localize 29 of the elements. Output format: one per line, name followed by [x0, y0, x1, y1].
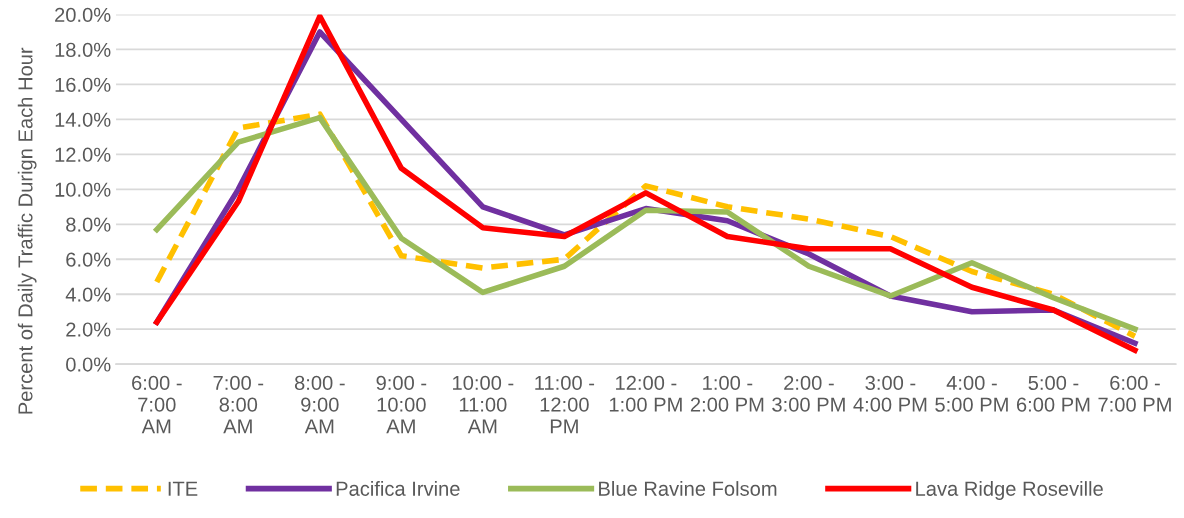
x-tick-label: 11:00 - 12:00 PM: [535, 375, 595, 434]
x-tick-label: 1:00 - 2:00 PM: [690, 375, 764, 412]
y-tick-label: 12.0%: [55, 147, 111, 162]
x-tick-label: 6:00 - 7:00 AM: [132, 375, 182, 434]
y-tick-label: 6.0%: [66, 252, 111, 267]
x-tick-label: 8:00 - 9:00 AM: [294, 375, 345, 434]
y-tick-label: 16.0%: [55, 77, 111, 92]
x-tick-label: 7:00 - 8:00 AM: [213, 375, 264, 434]
x-tick-label: 12:00 - 1:00 PM: [609, 375, 682, 412]
x-tick-label: 3:00 - 4:00 PM: [853, 375, 927, 412]
legend-label: Lava Ridge Roseville: [916, 481, 1103, 500]
y-tick-label: 8.0%: [66, 217, 111, 232]
y-tick-label: 14.0%: [55, 112, 111, 127]
x-tick-label: 9:00 - 10:00 AM: [376, 375, 427, 434]
y-axis-title: Percent of Daily Traffic Durign Each Hour: [17, 47, 37, 414]
y-tick-label: 20.0%: [55, 7, 111, 22]
legend-label: ITE: [168, 481, 198, 496]
y-tick-label: 10.0%: [55, 182, 111, 197]
x-tick-label: 5:00 - 6:00 PM: [1016, 375, 1090, 412]
legend-label: Pacifica Irvine: [336, 481, 460, 496]
y-tick-label: 2.0%: [66, 322, 111, 337]
x-tick-label: 10:00 - 11:00 AM: [453, 375, 514, 434]
y-tick-label: 18.0%: [55, 42, 111, 57]
legend-label: Blue Ravine Folsom: [599, 481, 777, 496]
x-tick-label: 4:00 - 5:00 PM: [935, 375, 1008, 412]
x-tick-label: 2:00 - 3:00 PM: [772, 375, 845, 412]
y-tick-label: 4.0%: [65, 287, 111, 302]
x-tick-label: 6:00 - 7:00 PM: [1098, 375, 1171, 412]
y-tick-label: 0.0%: [66, 357, 111, 372]
